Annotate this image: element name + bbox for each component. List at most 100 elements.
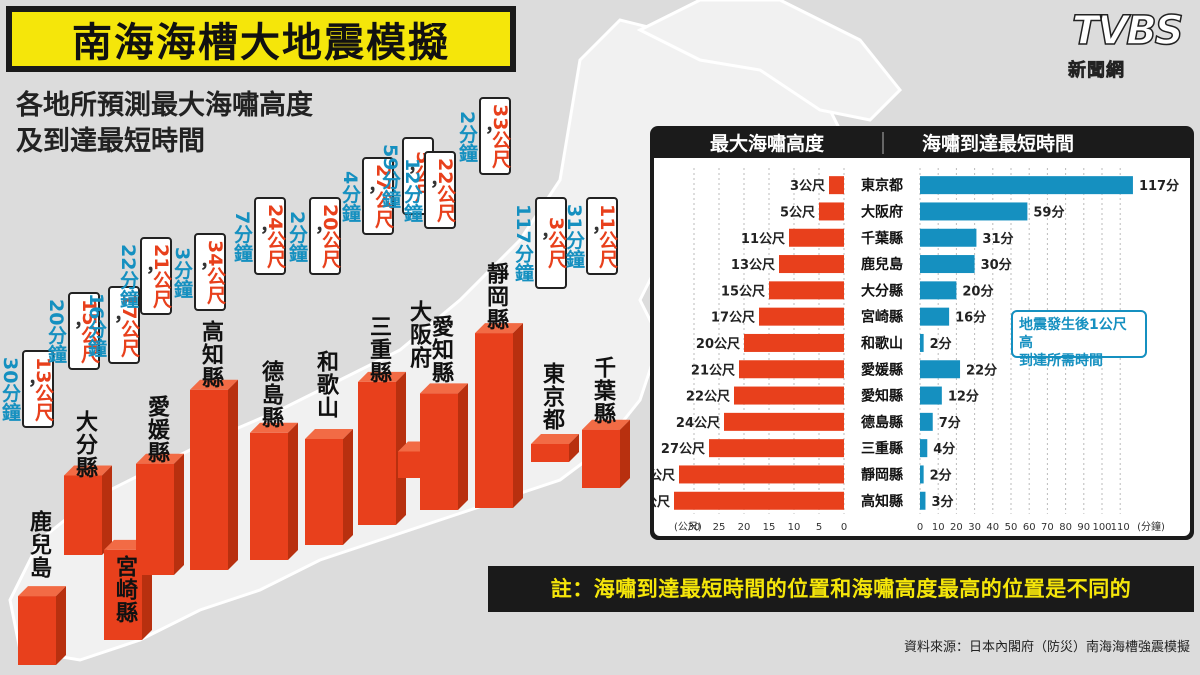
map-bar-side <box>513 323 523 508</box>
left-tick-label: 25 <box>713 522 726 533</box>
map-value-tag: 33公尺， 2分鐘 <box>456 97 511 176</box>
category-label: 宮崎縣 <box>861 309 903 326</box>
height-value-label: 5公尺 <box>780 205 815 220</box>
left-tick-label: 0 <box>841 522 847 533</box>
map-bar <box>358 371 406 525</box>
time-bar <box>920 281 957 300</box>
map-hokkaido <box>636 0 903 122</box>
map-region-name: 和歌山 <box>313 350 338 419</box>
map-comma: ， <box>133 266 155 286</box>
map-region-name: 大分縣 <box>72 410 97 479</box>
height-bar <box>769 281 844 300</box>
title-banner: 南海海槽大地震模擬 <box>6 6 516 72</box>
map-bar <box>64 465 112 555</box>
map-height-label: 3公尺 <box>545 217 567 269</box>
map-time-label: 117分鐘 <box>512 204 534 282</box>
map-comma: ， <box>61 321 83 341</box>
map-bars <box>18 323 630 665</box>
map-bar-top <box>420 383 468 394</box>
map-time-label: 7分鐘 <box>231 210 253 262</box>
height-bar <box>759 307 844 326</box>
map-region-name: 德島縣 <box>258 360 283 429</box>
map-bar <box>420 383 468 510</box>
category-label: 千葉縣 <box>861 230 903 247</box>
map-bar-top <box>475 323 523 334</box>
map-height-label: 22公尺 <box>434 158 456 223</box>
map-comma: ， <box>472 126 494 146</box>
time-value-label: 2分 <box>930 336 952 352</box>
right-tick-label: 30 <box>968 522 981 533</box>
page-subtitle: 各地所預測最大海嘯高度 及到達最短時間 <box>16 88 313 160</box>
time-bar <box>920 412 933 431</box>
time-bar <box>920 176 1133 195</box>
map-time-label: 22分鐘 <box>117 244 139 309</box>
map-comma: ， <box>528 233 550 253</box>
map-comma: ， <box>355 186 377 206</box>
height-value-label: 3公尺 <box>790 179 825 194</box>
map-bar-side <box>458 383 468 510</box>
map-bar <box>582 419 630 488</box>
time-bar <box>920 360 961 379</box>
height-value-label: 17公尺 <box>711 311 755 326</box>
right-tick-label: 100 <box>1092 522 1111 533</box>
height-bar <box>789 228 844 247</box>
map-value-tag: 20公尺， 2分鐘 <box>286 197 341 276</box>
map-bar-front <box>18 596 56 665</box>
height-bar <box>734 386 844 405</box>
map-value-tag: 34公尺， 3分鐘 <box>171 233 226 312</box>
map-bar <box>190 379 238 570</box>
map-comma: ， <box>417 180 439 200</box>
time-value-label: 117分 <box>1139 178 1179 194</box>
right-tick-label: 10 <box>932 522 945 533</box>
legend-note: 地震發生後1公尺高 到達所需時間 <box>1011 310 1147 369</box>
map-bar-top <box>250 422 298 433</box>
left-tick-label: 15 <box>763 522 776 533</box>
map-height-label: 11公尺 <box>596 204 618 269</box>
tvbs-logo: TVBS 新聞網 <box>1068 7 1196 81</box>
map-value-tag: 21公尺， 22分鐘 <box>117 237 172 316</box>
map-bar <box>475 323 523 508</box>
map-time-label: 20分鐘 <box>45 299 67 364</box>
right-axis-unit: (分鐘) <box>1137 520 1165 533</box>
map-value-tag: 27公尺， 4分鐘 <box>339 157 394 236</box>
time-bar <box>920 255 975 274</box>
map-bar-side <box>343 429 353 545</box>
map-bar-top <box>582 419 630 430</box>
time-bar <box>920 333 924 352</box>
map-height-label: 21公尺 <box>150 244 172 309</box>
map-height-label: 20公尺 <box>319 204 341 269</box>
legend-note-line-2: 到達所需時間 <box>1019 353 1103 369</box>
time-bar <box>920 491 926 510</box>
height-bar <box>829 176 844 195</box>
map-bar <box>305 429 353 545</box>
legend-note-line-1: 地震發生後1公尺高 <box>1019 317 1127 351</box>
map-bar-top <box>136 453 184 464</box>
logo-brand: TVBS <box>1071 7 1184 55</box>
time-value-label: 30分 <box>981 257 1012 273</box>
page-title: 南海海槽大地震模擬 <box>12 12 510 66</box>
category-label: 愛知縣 <box>861 388 903 405</box>
height-value-label: 20公尺 <box>696 337 740 352</box>
source-text: 資料來源：日本內閣府（防災）南海海槽強震模擬 <box>903 640 1190 655</box>
category-label: 愛媛縣 <box>861 361 903 378</box>
map-height-label: 24公尺 <box>264 204 286 269</box>
map-region-name: 宮崎縣 <box>112 555 137 624</box>
time-value-label: 7分 <box>939 415 961 431</box>
category-label: 三重縣 <box>861 440 903 457</box>
time-value-label: 16分 <box>955 310 986 326</box>
right-tick-label: 110 <box>1111 522 1130 533</box>
map-time-label: 16分鐘 <box>85 293 107 358</box>
time-bar <box>920 228 977 247</box>
map-time-label: 2分鐘 <box>456 110 478 162</box>
map-bar-side <box>396 371 406 525</box>
map-comma: ， <box>579 226 601 246</box>
time-bar <box>920 386 942 405</box>
time-value-label: 4分 <box>933 441 955 457</box>
map-bar-side <box>56 586 66 665</box>
map-time-label: 4分鐘 <box>339 170 361 222</box>
map-value-tag: 17公尺， 16分鐘 <box>85 286 140 365</box>
map-bar <box>136 453 184 575</box>
right-tick-label: 70 <box>1041 522 1054 533</box>
height-value-label: 27公尺 <box>661 442 705 457</box>
map-bar-front <box>582 429 620 488</box>
